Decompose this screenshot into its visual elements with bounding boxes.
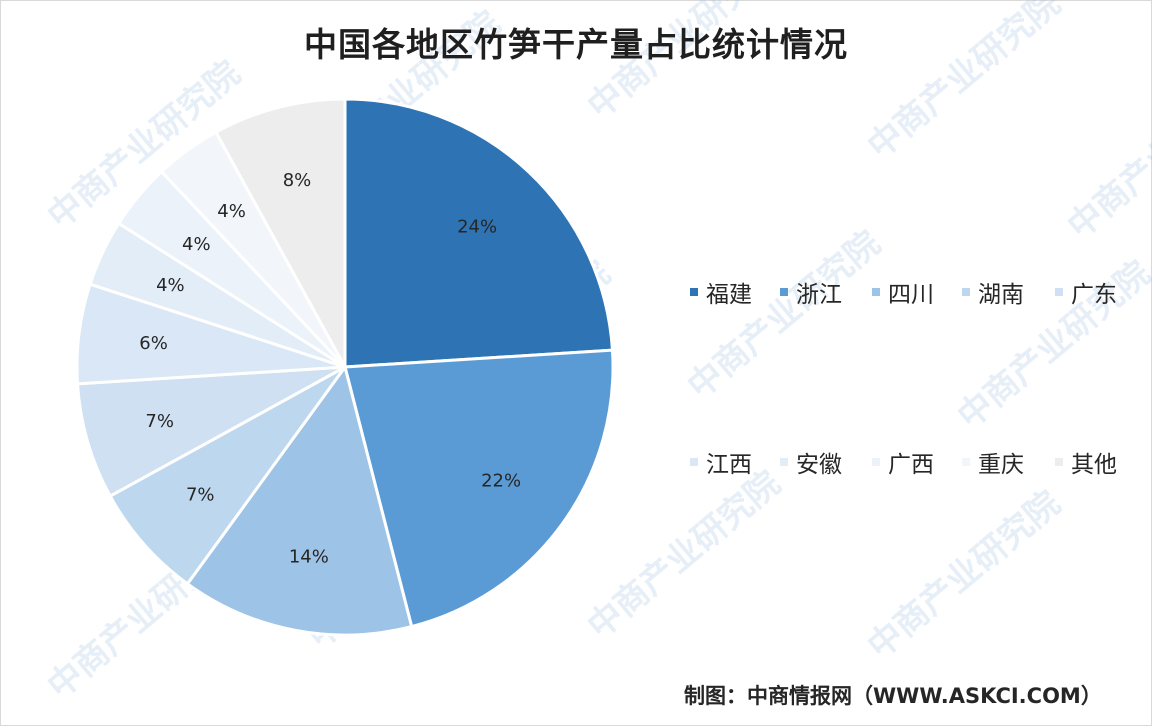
legend-label: 浙江 xyxy=(796,282,842,308)
slice-percent-label: 8% xyxy=(283,170,312,191)
legend-label: 广东 xyxy=(1071,282,1117,308)
legend-item: 湖南 xyxy=(962,275,1024,309)
legend-swatch xyxy=(962,288,970,296)
legend-swatch xyxy=(962,458,970,466)
legend-label: 重庆 xyxy=(978,452,1024,478)
slice-percent-label: 22% xyxy=(481,470,521,491)
legend-swatch xyxy=(780,288,788,296)
slice-percent-label: 4% xyxy=(156,275,185,296)
pie-slice xyxy=(185,363,414,637)
legend-item: 福建 xyxy=(690,275,752,309)
chart-title: 中国各地区竹笋干产量占比统计情况 xyxy=(304,25,848,64)
legend-swatch xyxy=(1055,288,1063,296)
legend-item: 广东 xyxy=(1055,275,1117,309)
pie-slice xyxy=(343,97,615,369)
legend-swatch xyxy=(1055,458,1063,466)
legend-swatch xyxy=(780,458,788,466)
slice-percent-label: 24% xyxy=(457,216,497,237)
legend-label: 四川 xyxy=(888,282,934,308)
legend-item: 浙江 xyxy=(780,275,842,309)
legend-item: 其他 xyxy=(1055,445,1117,479)
legend-item: 四川 xyxy=(872,275,934,309)
legend-swatch xyxy=(690,458,698,466)
legend-swatch xyxy=(690,288,698,296)
slice-percent-label: 7% xyxy=(186,485,215,506)
slice-percent-label: 4% xyxy=(182,234,211,255)
legend-item: 重庆 xyxy=(962,445,1024,479)
legend-swatch xyxy=(872,458,880,466)
legend-swatch xyxy=(872,288,880,296)
legend-label: 福建 xyxy=(706,282,752,308)
legend-label: 江西 xyxy=(706,452,752,478)
legend-label: 安徽 xyxy=(796,452,842,478)
legend-label: 其他 xyxy=(1071,452,1117,478)
pie-slice xyxy=(75,365,346,499)
slice-percent-label: 7% xyxy=(145,411,174,432)
slice-percent-label: 6% xyxy=(139,333,168,354)
legend-label: 广西 xyxy=(888,452,934,478)
legend-label: 湖南 xyxy=(978,282,1024,308)
slice-percent-label: 4% xyxy=(217,201,246,222)
slice-percent-label: 14% xyxy=(289,547,329,568)
pie-slice xyxy=(343,348,615,629)
pie-slice xyxy=(213,97,347,368)
legend-item: 广西 xyxy=(872,445,934,479)
legend-item: 江西 xyxy=(690,445,752,479)
source-note: 制图：中商情报网（WWW.ASKCI.COM） xyxy=(684,684,1102,708)
pie-slice xyxy=(108,365,347,586)
legend-item: 安徽 xyxy=(780,445,842,479)
